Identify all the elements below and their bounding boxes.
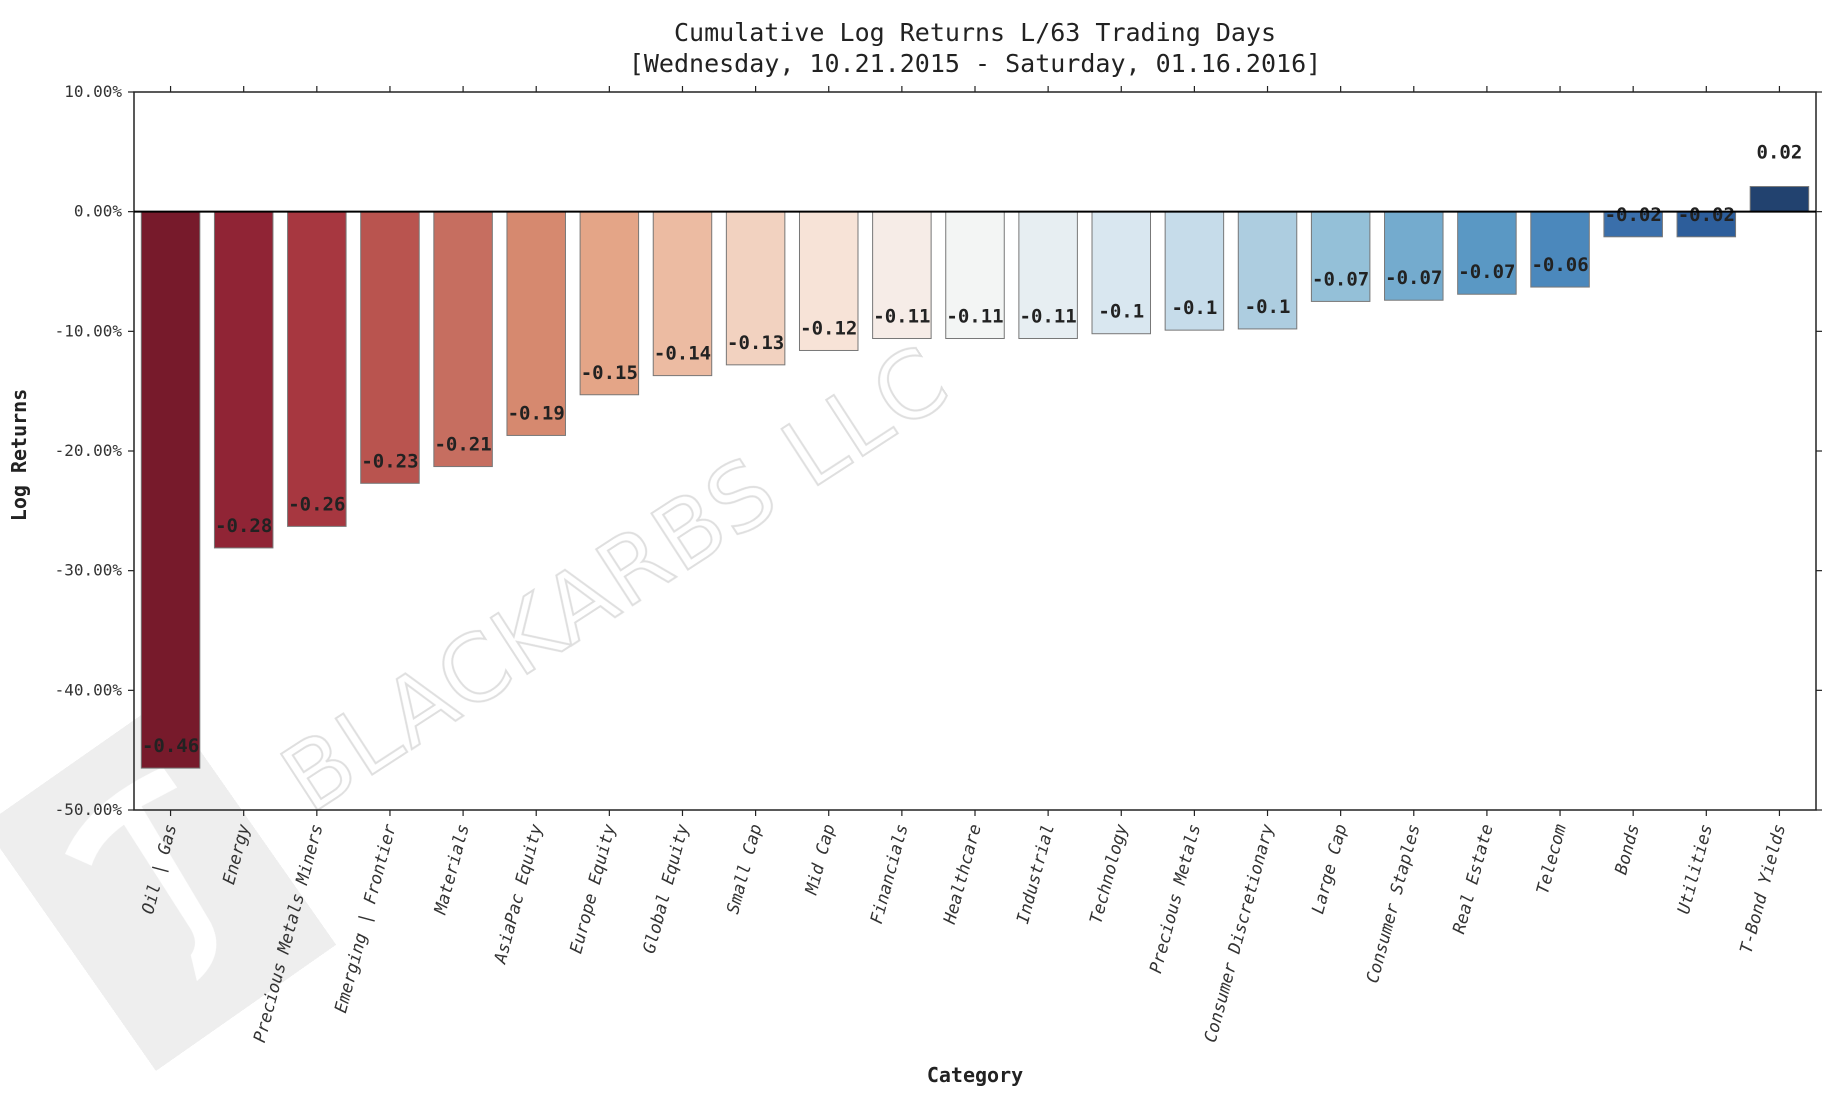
- watermark-logo: [0, 699, 337, 1071]
- category-label: AsiaPac Equity: [490, 821, 547, 966]
- bar: [213, 211, 274, 549]
- data-label: -0.06: [1531, 254, 1588, 276]
- data-labels-layer: -0.46 -0.28 -0.26 -0.23 -0.21 -0.19 -0.15 -0.14…: [142, 142, 1802, 758]
- y-tick-label: -20.00%: [55, 441, 123, 460]
- data-label: -0.11: [873, 306, 930, 328]
- y-tick-label: -30.00%: [55, 561, 123, 580]
- bar: [1237, 211, 1298, 330]
- data-label: -0.11: [1020, 306, 1077, 328]
- bar: [140, 211, 201, 769]
- category-label: Technology: [1086, 821, 1132, 926]
- data-label: -0.1: [1245, 296, 1291, 318]
- bar: [579, 211, 640, 396]
- y-tick-label: -50.00%: [55, 800, 123, 819]
- y-tick-label: 10.00%: [64, 82, 122, 101]
- bar: [1457, 211, 1517, 295]
- bars-layer: [140, 186, 1810, 769]
- data-label: -0.11: [946, 306, 1003, 328]
- data-label: 0.02: [1757, 142, 1803, 164]
- bar: [652, 211, 713, 377]
- category-label: Bonds: [1611, 822, 1644, 877]
- category-label: Mid Cap: [801, 822, 839, 897]
- category-label: Financials: [867, 822, 913, 926]
- data-label: -0.46: [142, 735, 199, 757]
- category-label: Real Estate: [1449, 822, 1497, 936]
- category-label: Telecom: [1533, 822, 1571, 896]
- bar: [1603, 211, 1663, 238]
- x-axis-label: Category: [927, 1063, 1023, 1087]
- category-label: Europe Equity: [566, 821, 620, 955]
- data-label: -0.19: [508, 402, 565, 424]
- data-label: -0.14: [654, 343, 711, 365]
- data-label: -0.1: [1098, 301, 1144, 323]
- data-label: -0.15: [581, 362, 638, 384]
- data-label: -0.21: [434, 434, 491, 456]
- plot-frame: [133, 91, 1817, 811]
- category-label: Large Cap: [1308, 822, 1351, 916]
- y-tick-label: 0.00%: [74, 202, 123, 221]
- bar: [945, 211, 1005, 340]
- category-label: Consumer Discretionary: [1201, 821, 1279, 1044]
- bar: [1749, 186, 1810, 213]
- bar: [360, 211, 420, 484]
- data-label: -0.12: [800, 317, 857, 339]
- data-label: -0.1: [1172, 297, 1218, 319]
- category-label: Consumer Staples: [1363, 822, 1425, 985]
- bar: [433, 211, 493, 468]
- data-label: -0.07: [1312, 268, 1369, 290]
- data-label: -0.02: [1605, 204, 1662, 226]
- bar: [1530, 211, 1590, 288]
- data-label: -0.02: [1678, 204, 1735, 226]
- y-tick-label: -40.00%: [55, 680, 123, 699]
- bar: [1384, 211, 1444, 301]
- bar: [725, 211, 786, 366]
- data-label: -0.07: [1385, 267, 1442, 289]
- bar: [287, 211, 347, 527]
- category-label: T-Bond Yields: [1737, 822, 1791, 956]
- tick-layer: 10.00%0.00%-10.00%-20.00%-30.00%-40.00%-…: [55, 82, 1822, 819]
- data-label: -0.28: [215, 515, 272, 537]
- category-label: Small Cap: [723, 822, 766, 916]
- category-label: Utilities: [1674, 822, 1717, 916]
- category-label: Healthcare: [940, 822, 986, 927]
- category-label: Industrial: [1013, 822, 1059, 926]
- category-label: Emerging | Frontier: [331, 821, 401, 1015]
- category-label: Precious Metals: [1146, 822, 1205, 975]
- bar: [1164, 211, 1225, 331]
- bar: [798, 211, 859, 351]
- data-label: -0.07: [1458, 261, 1515, 283]
- category-label: Global Equity: [640, 821, 694, 955]
- data-label: -0.23: [361, 450, 418, 472]
- bar: [1091, 211, 1152, 335]
- bar: [1018, 211, 1078, 340]
- data-label: -0.13: [727, 332, 784, 354]
- bar: [1310, 211, 1371, 302]
- y-axis-label: Log Returns: [7, 389, 31, 521]
- category-label: Materials: [430, 822, 473, 917]
- y-tick-label: -10.00%: [55, 321, 123, 340]
- chart-subtitle: [Wednesday, 10.21.2015 - Saturday, 01.16…: [629, 49, 1321, 78]
- data-label: -0.26: [288, 493, 345, 515]
- bar: [506, 211, 566, 436]
- chart-title: Cumulative Log Returns L/63 Trading Days: [674, 18, 1276, 47]
